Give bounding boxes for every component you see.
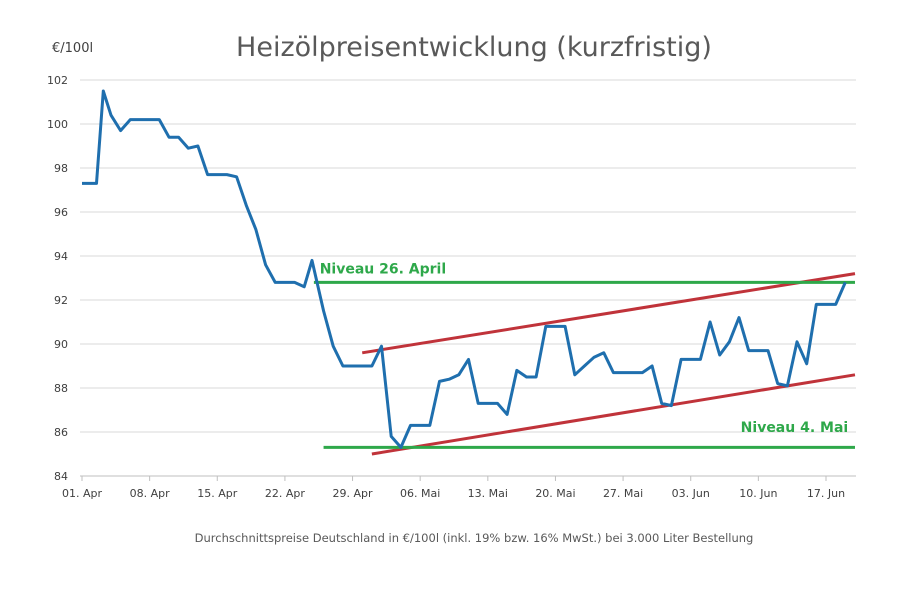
x-tick-label: 22. Apr [265, 487, 305, 500]
x-axis-ticks: 01. Apr 08. Apr 15. Apr 22. Apr 29. Apr 06. M… [62, 476, 845, 500]
y-tick-label: 102 [47, 74, 68, 87]
chart-caption: Durchschnittspreise Deutschland in €/100… [195, 531, 754, 545]
y-tick-label: 96 [54, 206, 68, 219]
price-series-line [82, 89, 847, 449]
chart-title: Heizölpreisentwicklung (kurzfristig) [236, 32, 712, 63]
x-tick-label: 01. Apr [62, 487, 102, 500]
y-tick-label: 94 [54, 250, 68, 263]
x-tick-label: 08. Apr [130, 487, 170, 500]
level-lines: Niveau 26. April Niveau 4. Mai [313, 262, 855, 449]
x-tick-label: 17. Jun [807, 487, 845, 500]
gridlines [80, 79, 856, 477]
trend-line [361, 272, 856, 355]
level-annotation: Niveau 4. Mai [741, 420, 849, 436]
x-tick-label: 03. Jun [672, 487, 710, 500]
x-tick-label: 06. Mai [400, 487, 440, 500]
y-tick-label: 100 [47, 118, 68, 131]
x-tick-label: 15. Apr [197, 487, 237, 500]
x-tick-label: 27. Mai [603, 487, 643, 500]
y-tick-label: 84 [54, 470, 68, 483]
y-tick-label: 98 [54, 162, 68, 175]
trend-lines [361, 272, 856, 456]
y-axis-ticks: 84 86 88 90 92 94 96 98 100 102 [47, 74, 68, 483]
y-tick-label: 90 [54, 338, 68, 351]
y-tick-label: 88 [54, 382, 68, 395]
series-lines [82, 89, 847, 449]
y-tick-label: 92 [54, 294, 68, 307]
trend-line [371, 373, 856, 456]
x-tick-label: 10. Jun [739, 487, 777, 500]
x-tick-label: 13. Mai [468, 487, 508, 500]
y-axis-unit-label: €/100l [52, 41, 93, 56]
y-tick-label: 86 [54, 426, 68, 439]
x-tick-label: 29. Apr [333, 487, 373, 500]
x-tick-label: 20. Mai [535, 487, 575, 500]
level-annotation: Niveau 26. April [320, 262, 446, 278]
